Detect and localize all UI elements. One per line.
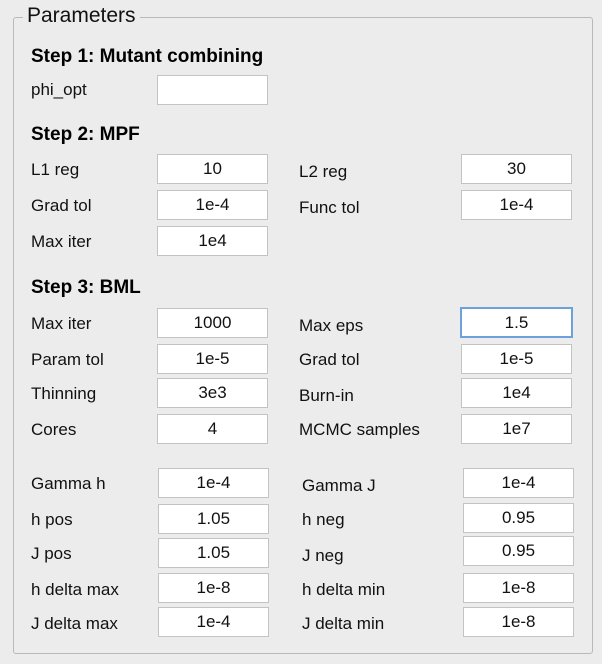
thinning-label: Thinning [31,384,97,403]
burn-in-label: Burn-in [299,386,354,405]
mcmc-samples-field[interactable] [461,414,572,444]
j-delta-max-label: J delta max [31,614,118,633]
j-delta-min-field[interactable] [463,607,574,637]
h-delta-min-label: h delta min [302,580,386,599]
mpf-max-iter-label: Max iter [31,232,92,251]
j-neg-label: J neg [302,546,344,565]
h-pos-label: h pos [31,510,73,529]
mcmc-samples-label: MCMC samples [299,420,420,439]
parameters-group [13,17,593,654]
param-tol-label: Param tol [31,350,104,369]
phi-opt-label: phi_opt [31,80,87,99]
bml-max-iter-label: Max iter [31,314,92,333]
j-pos-field[interactable] [158,538,269,568]
parameters-legend: Parameters [23,3,140,29]
cores-label: Cores [31,420,77,439]
thinning-field[interactable] [157,378,268,408]
step1-heading: Step 1: Mutant combining [31,46,264,67]
cores-field[interactable] [157,414,268,444]
gamma-h-field[interactable] [158,468,269,498]
bml-grad-tol-label: Grad tol [299,350,360,369]
step3-heading: Step 3: BML [31,277,141,298]
mpf-grad-tol-label: Grad tol [31,196,92,215]
bml-grad-tol-field[interactable] [461,344,572,374]
h-neg-field[interactable] [463,503,574,533]
func-tol-field[interactable] [461,190,572,220]
j-pos-label: J pos [31,544,72,563]
j-delta-max-field[interactable] [158,607,269,637]
mpf-max-iter-field[interactable] [157,226,268,256]
l2-reg-field[interactable] [461,154,572,184]
gamma-h-label: Gamma h [31,474,106,493]
h-delta-max-label: h delta max [31,580,119,599]
phi-opt-field[interactable] [157,75,268,105]
func-tol-label: Func tol [299,198,360,217]
gamma-j-field[interactable] [463,468,574,498]
h-pos-field[interactable] [158,504,269,534]
h-neg-label: h neg [302,510,345,529]
l1-reg-field[interactable] [157,154,268,184]
h-delta-max-field[interactable] [158,573,269,603]
step2-heading: Step 2: MPF [31,124,140,145]
j-neg-field[interactable] [463,536,574,566]
j-delta-min-label: J delta min [302,614,385,633]
gamma-j-label: Gamma J [302,476,376,495]
mpf-grad-tol-field[interactable] [157,190,268,220]
max-eps-label: Max eps [299,316,364,335]
l2-reg-label: L2 reg [299,162,348,181]
h-delta-min-field[interactable] [463,573,574,603]
param-tol-field[interactable] [157,344,268,374]
burn-in-field[interactable] [461,378,572,408]
max-eps-field[interactable] [460,307,573,338]
bml-max-iter-field[interactable] [157,308,268,338]
l1-reg-label: L1 reg [31,160,80,179]
